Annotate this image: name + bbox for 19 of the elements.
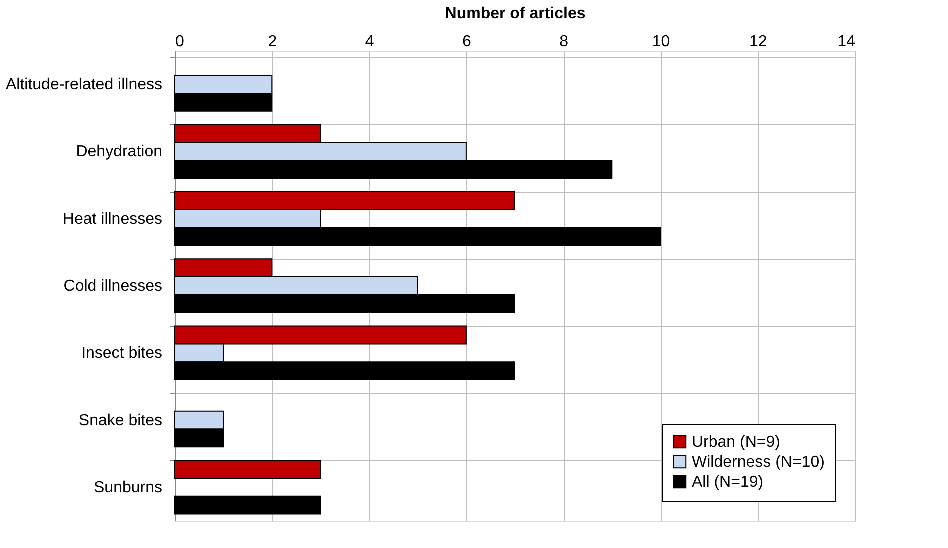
legend-label: Urban (N=9) (692, 434, 780, 451)
y-tick-label: Cold illnesses (64, 278, 162, 295)
x-tick-label: 12 (749, 34, 768, 50)
x-tick-label: 14 (838, 34, 856, 50)
y-tick-label: Sunburns (94, 479, 162, 496)
x-tick-label: 0 (176, 34, 184, 50)
x-axis-title: Number of articles (445, 6, 586, 22)
y-tick-label: Snake bites (78, 412, 162, 430)
y-tick-label: Dehydration (76, 144, 162, 161)
x-tick-label: 10 (652, 34, 670, 50)
x-tick-label: 2 (268, 34, 278, 50)
x-tick-label: 6 (462, 34, 472, 50)
y-tick-label: Heat illnesses (62, 210, 162, 228)
y-tick-label: Altitude-related illness (6, 76, 162, 94)
legend-label: All (N=19) (692, 474, 764, 491)
x-tick-label: 4 (365, 34, 374, 50)
legend-label: Wilderness (N=10) (692, 454, 825, 471)
x-tick-label: 8 (560, 34, 569, 50)
y-tick-label: Insect bites (82, 345, 162, 362)
